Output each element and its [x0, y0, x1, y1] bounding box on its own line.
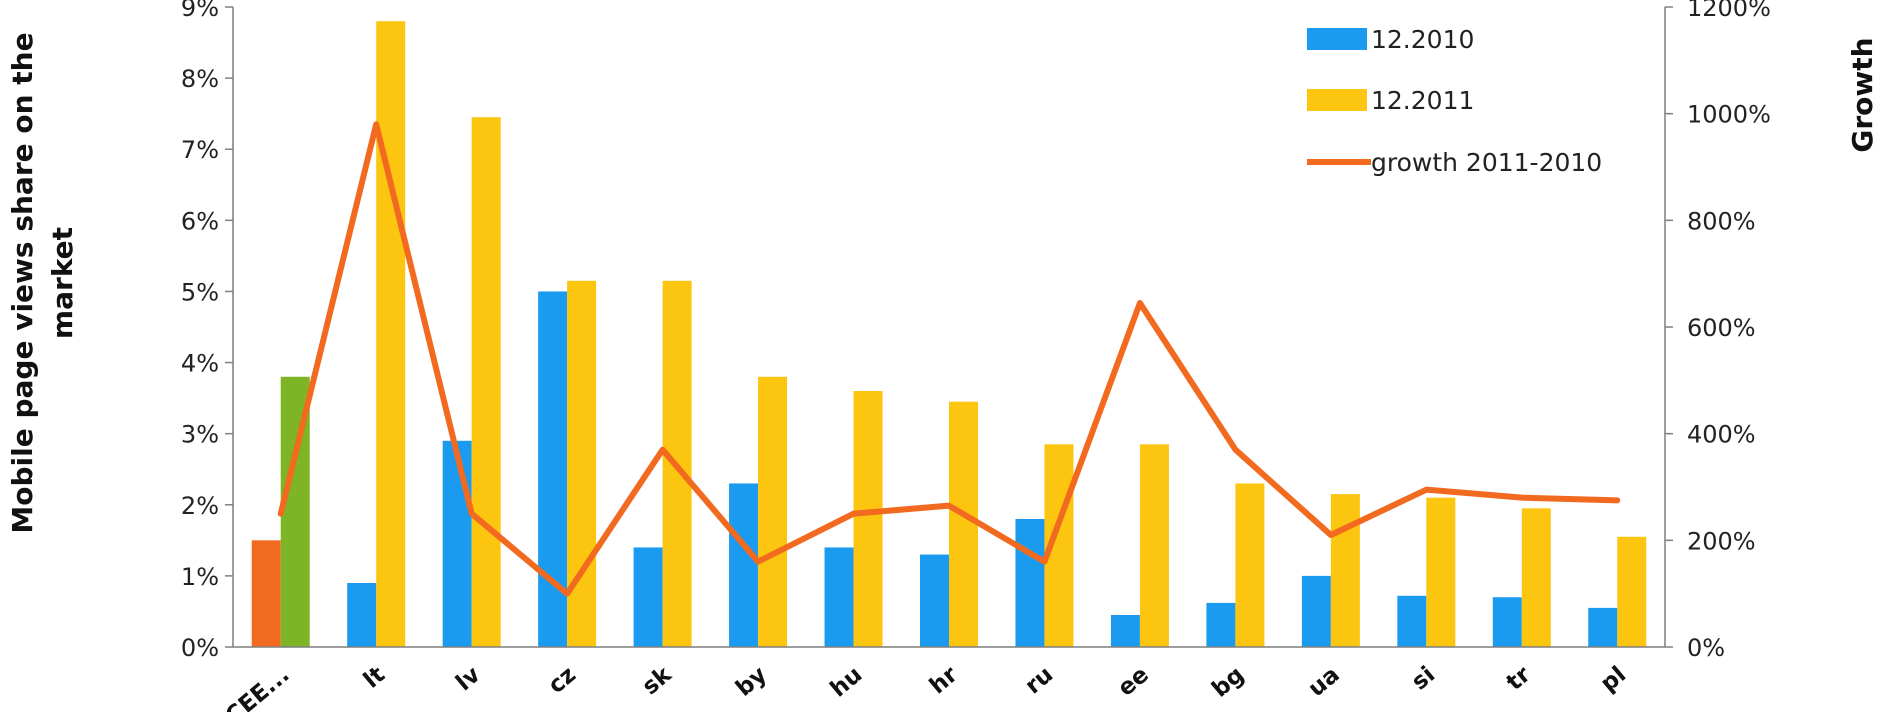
bar-12-2011-lv: [471, 117, 501, 647]
bar-12-2010-tr: [1492, 597, 1522, 647]
bar-12-2011-si: [1426, 497, 1456, 647]
category-label: CEE...: [221, 662, 295, 712]
left-axis-tick-label: 5%: [181, 278, 219, 306]
category-axis-labels: CEE... lt lv cz sk by hu hr ru ee bg ua si tr pl: [221, 661, 1631, 712]
category-label: pl: [1596, 662, 1631, 698]
growth-point: [1425, 489, 1427, 491]
bar-12-2010-ru: [1015, 519, 1045, 647]
bar-12-2010-lv: [442, 440, 472, 647]
bar-12-2010-lt: [347, 583, 377, 647]
bar-12-2010-hu: [824, 547, 854, 647]
category-label: cz: [544, 662, 581, 699]
legend: 12.2010 12.2011 growth 2011-2010: [1307, 25, 1602, 177]
left-axis-tick-label: 7%: [181, 136, 219, 164]
legend-label-12-2011: 12.2011: [1371, 86, 1474, 115]
category-label: by: [731, 662, 772, 702]
left-axis-tick-label: 2%: [181, 492, 219, 520]
bar-12-2010-ee: [1110, 615, 1140, 647]
right-axis-tick-label: 200%: [1687, 527, 1756, 555]
category-label: ua: [1304, 662, 1345, 702]
left-axis-tick-label: 8%: [181, 65, 219, 93]
left-axis-tick-label: 3%: [181, 421, 219, 449]
category-label: sk: [638, 661, 677, 700]
left-axis-tick-label: 4%: [181, 350, 219, 378]
growth-point: [471, 513, 473, 515]
bar-12-2010-sk: [633, 547, 663, 647]
left-axis-tick-label: 9%: [181, 0, 219, 22]
category-label: ee: [1113, 662, 1154, 702]
bar-12-2010-ua: [1301, 575, 1331, 647]
growth-point: [1043, 561, 1045, 563]
bar-12-2011-lt: [376, 21, 406, 647]
growth-point: [1139, 302, 1141, 304]
bar-12-2011-ee: [1139, 444, 1169, 647]
growth-point: [375, 123, 377, 125]
category-label: lv: [451, 662, 485, 697]
bar-12-2010-pl: [1588, 607, 1618, 647]
right-axis-tick-label: 0%: [1687, 634, 1725, 662]
category-label: ru: [1020, 662, 1058, 700]
category-label: bg: [1207, 662, 1249, 703]
category-label: tr: [1502, 661, 1536, 696]
growth-point: [757, 561, 759, 563]
category-label: hr: [925, 661, 963, 699]
bar-12-2010-by: [729, 483, 759, 647]
legend-swatch-12-2010: [1307, 28, 1367, 50]
bar-12-2010-si: [1397, 595, 1427, 647]
growth-point: [280, 513, 282, 515]
bar-12-2011-tr: [1521, 508, 1551, 647]
legend-swatch-12-2011: [1307, 89, 1367, 111]
legend-label-12-2010: 12.2010: [1371, 25, 1474, 54]
left-axis-title-line-2: market: [46, 227, 79, 339]
bar-12-2010-bg: [1206, 602, 1236, 647]
right-axis-tick-label: 1200%: [1687, 0, 1771, 22]
left-axis-tick-label: 0%: [181, 634, 219, 662]
left-axis-tick-label: 1%: [181, 563, 219, 591]
bar-12-2011-hu: [853, 391, 883, 647]
growth-point: [1330, 534, 1332, 536]
right-axis-title: Growth: [1846, 37, 1879, 152]
growth-point: [1521, 497, 1523, 499]
growth-line-layer: [277, 121, 1621, 597]
bar-12-2010-CEE: [251, 540, 281, 647]
growth-point: [662, 449, 664, 451]
bar-12-2010-hr: [920, 554, 949, 647]
category-label: si: [1407, 662, 1440, 696]
right-axis-ticks: 0% 200% 400% 600% 800% 1000% 1200%: [1665, 0, 1771, 662]
left-axis-ticks: 0% 1% 2% 3% 4% 5% 6% 7% 8% 9%: [181, 0, 233, 662]
bar-12-2011-by: [758, 376, 788, 647]
growth-point: [948, 505, 950, 507]
left-axis-title: Mobile page views share on the market: [6, 32, 79, 533]
bar-12-2011-ua: [1330, 494, 1360, 647]
growth-point: [1234, 449, 1236, 451]
left-axis-title-line-1: Mobile page views share on the: [6, 32, 39, 533]
growth-point: [853, 513, 855, 515]
bar-12-2011-hr: [949, 401, 978, 647]
bar-series: [251, 21, 1647, 647]
growth-point: [566, 593, 568, 595]
legend-label-growth: growth 2011-2010: [1371, 148, 1602, 177]
bar-12-2011-bg: [1235, 483, 1265, 647]
category-label: hu: [826, 662, 868, 703]
bar-12-2011-pl: [1617, 536, 1647, 647]
right-axis-tick-label: 600%: [1687, 314, 1756, 342]
right-axis-tick-label: 800%: [1687, 207, 1756, 235]
right-axis-tick-label: 1000%: [1687, 101, 1771, 129]
right-axis-tick-label: 400%: [1687, 421, 1756, 449]
left-axis-tick-label: 6%: [181, 207, 219, 235]
growth-point: [1616, 499, 1618, 501]
category-label: lt: [359, 662, 390, 694]
